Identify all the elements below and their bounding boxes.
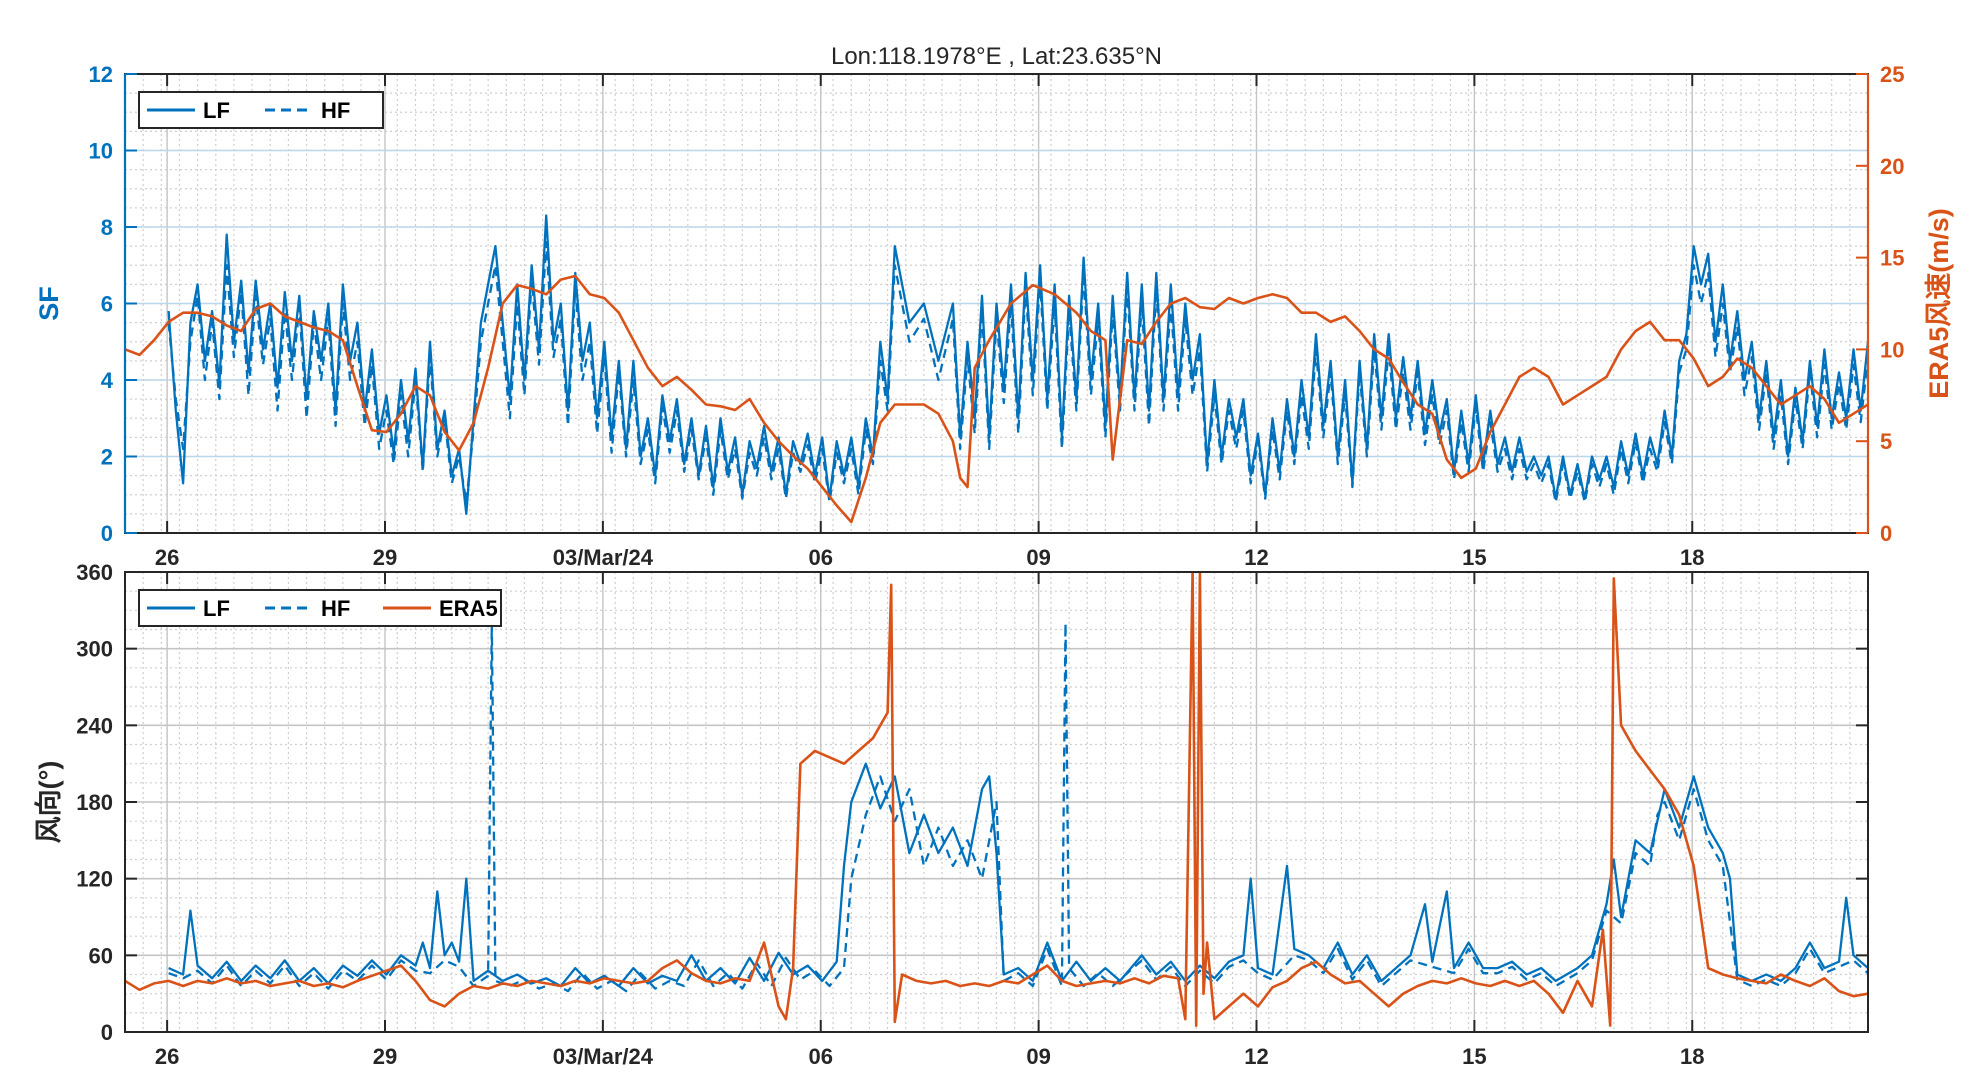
x-tick-label: 26 (155, 1044, 179, 1069)
y-tick-label: 0 (101, 1020, 113, 1045)
y-tick-label: 300 (76, 637, 113, 662)
x-tick-label: 26 (155, 545, 179, 570)
x-tick-label: 03/Mar/24 (553, 1044, 654, 1069)
x-tick-label: 29 (373, 1044, 397, 1069)
legend-box (138, 589, 502, 627)
series-line-hf (167, 241, 1868, 504)
y-tick-label: 8 (101, 215, 113, 240)
series-group (125, 214, 1868, 524)
legend-label-lf: LF (203, 98, 230, 123)
x-tick-label: 06 (809, 545, 833, 570)
y-right-tick-label: 20 (1880, 154, 1904, 179)
y-tick-label: 2 (101, 445, 113, 470)
y-tick-label: 10 (89, 139, 113, 164)
x-tick-label: 09 (1026, 545, 1050, 570)
y-tick-label: 12 (89, 62, 113, 87)
legend-label-hf: HF (321, 98, 350, 123)
x-tick-label: 12 (1244, 545, 1268, 570)
legend-label-hf: HF (321, 596, 350, 621)
y-tick-label: 360 (76, 560, 113, 585)
y-right-tick-label: 5 (1880, 429, 1892, 454)
y-tick-label: 180 (76, 790, 113, 815)
series-line-era5 (125, 274, 1868, 524)
x-tick-label: 15 (1462, 1044, 1486, 1069)
legend-label-lf: LF (203, 596, 230, 621)
y-right-tick-label: 15 (1880, 246, 1904, 271)
y-right-tick-label: 10 (1880, 337, 1904, 362)
y-right-axis-label: ERA5风速(m/s) (1924, 208, 1954, 399)
y-axis-label: SF (34, 286, 64, 321)
series-line-era5 (125, 572, 1868, 1027)
x-tick-label: 18 (1680, 545, 1704, 570)
panel-top-wind-speed: 26 29 03/Mar/24 06 09 12 15 18 0 2 4 6 8 10 12 0 5 10 15 20… (34, 43, 1954, 570)
x-tick-label: 29 (373, 545, 397, 570)
chart-title: Lon:118.1978°E , Lat:23.635°N (831, 43, 1162, 70)
x-tick-label: 03/Mar/24 (553, 545, 654, 570)
x-tick-label: 09 (1026, 1044, 1050, 1069)
series-group (125, 572, 1868, 1027)
x-tick-label: 06 (809, 1044, 833, 1069)
y-tick-label: 6 (101, 292, 113, 317)
series-line-hf (168, 621, 1868, 993)
y-tick-label: 240 (76, 713, 113, 738)
y-axis-label: 风向(°) (33, 761, 64, 844)
x-tick-label: 15 (1462, 545, 1486, 570)
legend-label-era5: ERA5 (439, 596, 498, 621)
y-right-tick-label: 0 (1880, 521, 1892, 546)
y-tick-label: 120 (76, 867, 113, 892)
y-right-tick-label: 25 (1880, 62, 1904, 87)
y-tick-label: 60 (89, 943, 113, 968)
panel-bottom-wind-direction: 26 29 03/Mar/24 06 09 12 15 1806012018024030036… (33, 560, 1869, 1069)
y-tick-label: 0 (101, 521, 113, 546)
x-tick-label: 12 (1244, 1044, 1268, 1069)
y-tick-label: 4 (101, 368, 114, 393)
x-tick-label: 18 (1680, 1044, 1704, 1069)
